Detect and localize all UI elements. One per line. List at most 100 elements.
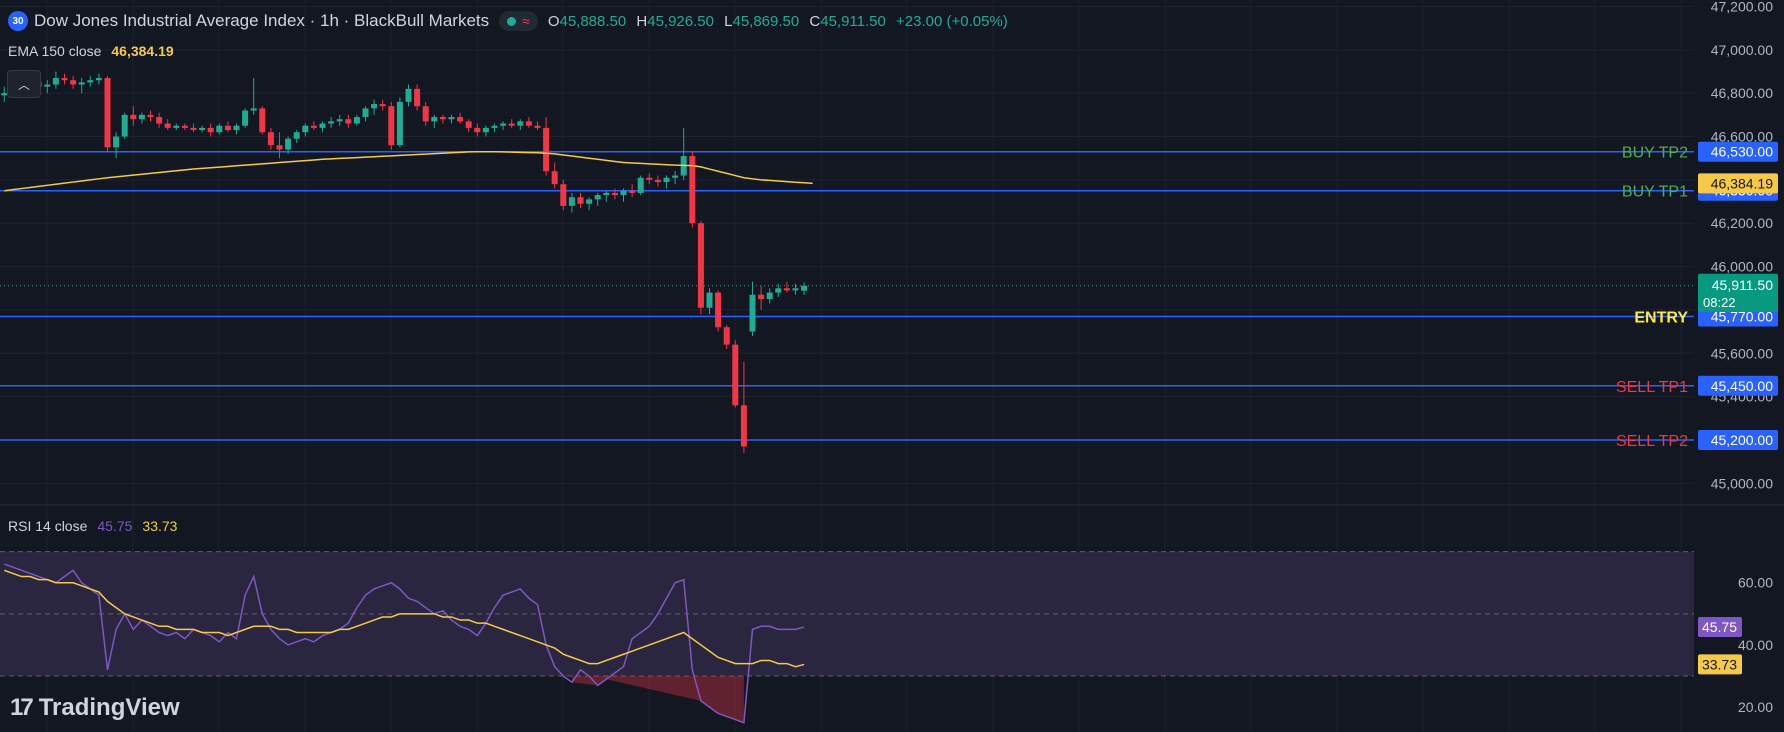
y-tick-label: 46,000.00 (1711, 259, 1773, 275)
candle-body (95, 78, 102, 81)
rsi-legend-label: RSI 14 close (8, 518, 88, 534)
y-tick-label: 47,200.00 (1711, 0, 1773, 15)
rsi-price-label: 45.75 (1702, 619, 1737, 635)
candle-body (637, 177, 644, 193)
candle-body (224, 125, 231, 131)
candle-body (87, 80, 94, 83)
level-price-box (1698, 429, 1778, 450)
candle-body (1, 93, 8, 96)
candle-body (611, 192, 618, 196)
y-tick-label: 46,600.00 (1711, 129, 1773, 145)
level-price-box (1698, 141, 1778, 162)
candle-body (560, 184, 567, 206)
high-label: H (636, 12, 648, 30)
candle-body (371, 104, 378, 109)
market-status[interactable]: ≈ (499, 11, 538, 31)
candle-body (250, 108, 257, 111)
candle-body (783, 288, 790, 291)
candle-body (276, 145, 283, 150)
tradingview-brand[interactable]: 17 TradingView (10, 694, 180, 722)
candle-body (199, 127, 206, 131)
rsi-ma-line (4, 569, 805, 668)
rsi-price-label: 33.73 (1702, 656, 1737, 672)
candle-body (740, 405, 747, 447)
candle-body (500, 123, 507, 126)
wave-icon: ≈ (522, 13, 530, 29)
candle-body (422, 106, 429, 122)
ema-price-label: 46,384.19 (1711, 175, 1773, 191)
level-price-label: 45,770.00 (1711, 308, 1773, 324)
chart-title[interactable]: Dow Jones Industrial Average Index · 1h … (34, 11, 490, 30)
candle-body (121, 114, 128, 137)
chart-header: 30 Dow Jones Industrial Average Index · … (8, 10, 1008, 32)
rsi-y-tick-label: 20.00 (1738, 699, 1773, 715)
level-price-label: 45,450.00 (1711, 378, 1773, 394)
candle-body (259, 108, 266, 133)
level-price-label: 45,200.00 (1711, 432, 1773, 448)
candle-body (654, 179, 661, 183)
candle-body (766, 292, 773, 300)
candle-body (285, 138, 292, 150)
candle-body (70, 80, 77, 85)
candle-body (792, 288, 799, 291)
ema-legend[interactable]: EMA 150 close 46,384.19 (8, 43, 174, 59)
candle-body (749, 294, 756, 332)
low-label: L (724, 12, 733, 30)
candle-body (78, 82, 85, 85)
high-value: 45,926.50 (647, 12, 714, 30)
rsi-oversold-fill (571, 676, 744, 723)
y-tick-label: 47,000.00 (1711, 42, 1773, 58)
candle-body (44, 84, 51, 87)
candle-body (474, 127, 481, 133)
candle-body (52, 78, 59, 85)
candle-body (345, 119, 352, 124)
candle-body (689, 156, 696, 224)
rsi-legend-value: 45.75 (97, 518, 133, 534)
candle-body (577, 197, 584, 204)
level-label: BUY TP2 (1622, 145, 1688, 162)
ema-line (4, 150, 813, 192)
candle-body (672, 175, 679, 178)
candle-body (603, 192, 610, 196)
symbol-badge[interactable]: 30 (8, 11, 28, 31)
rsi-pane: 20.00 40.00 60.00 45.75 33.73 (0, 551, 1773, 724)
candle-body (190, 127, 197, 131)
candle-body (525, 121, 532, 126)
candle-body (156, 117, 163, 124)
y-tick-label: 45,600.00 (1711, 345, 1773, 361)
collapse-legend-button[interactable]: ︿ (7, 70, 41, 98)
ema-legend-label: EMA 150 close (8, 43, 102, 59)
candle-body (388, 106, 395, 146)
candle-body (113, 136, 120, 148)
candle-body (207, 127, 214, 133)
candle-body (379, 104, 386, 107)
candle-body (620, 190, 627, 196)
level-label: SELL TP1 (1616, 379, 1688, 396)
level-label: ENTRY (1634, 309, 1688, 326)
rsi-ma-legend-value: 33.73 (142, 518, 178, 534)
y-tick-label: 46,800.00 (1711, 85, 1773, 101)
candle-body (319, 123, 326, 128)
rsi-legend[interactable]: RSI 14 close 45.75 33.73 (8, 518, 177, 534)
main-price-tags: 46,384.19 45,911.50 08:22 (1698, 173, 1778, 312)
chevron-up-icon: ︿ (17, 77, 30, 92)
candle-body (233, 125, 240, 131)
level-price-box (1698, 375, 1778, 396)
candle-body (663, 177, 670, 183)
candle-body (517, 121, 524, 126)
candle-body (715, 292, 722, 328)
candle-body (586, 199, 593, 204)
candle-body (697, 223, 704, 308)
candle-body (336, 119, 343, 122)
candle-body (775, 288, 782, 293)
last-price-label: 45,911.50 (1712, 277, 1773, 293)
candle-body (267, 132, 274, 146)
low-value: 45,869.50 (732, 12, 800, 30)
candle-body (448, 117, 455, 120)
close-label: C (809, 12, 821, 30)
candle-body (646, 177, 653, 180)
candle-body (706, 292, 713, 308)
level-price-label: 46,530.00 (1711, 144, 1773, 160)
